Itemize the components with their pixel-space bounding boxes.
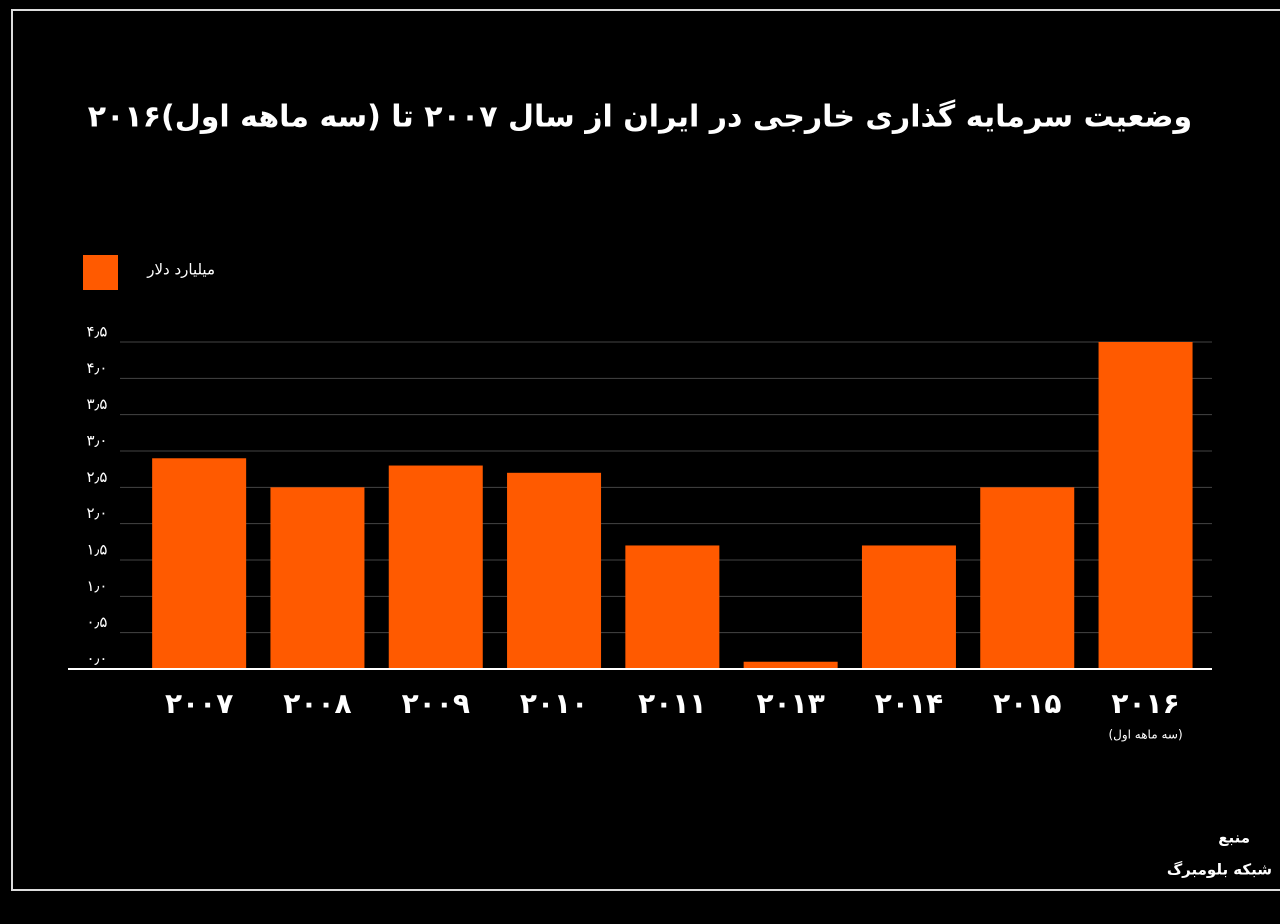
bar (1098, 342, 1193, 669)
x-tick-label: ۲۰۱۴ (875, 687, 943, 720)
x-tick-label: ۲۰۱۱ (638, 687, 706, 720)
x-tick-label: ۲۰۱۶ (1111, 687, 1179, 720)
y-tick-label: ۳٫۵ (87, 395, 108, 413)
bar (743, 661, 838, 669)
bar (980, 487, 1075, 669)
y-tick-label: ۰٫۰ (87, 650, 108, 668)
x-tick-label: ۲۰۰۹ (402, 687, 470, 720)
x-tick-label: ۲۰۱۰ (520, 687, 588, 720)
y-tick-label: ۱٫۰ (87, 577, 108, 595)
bar (625, 545, 720, 669)
x-tick-label: ۲۰۰۷ (165, 687, 233, 720)
y-tick-label: ۲٫۵ (87, 468, 108, 486)
bar (270, 487, 365, 669)
source-name: شبکه بلومبرگ (1167, 861, 1272, 879)
x-tick-label: ۲۰۰۸ (283, 687, 351, 720)
x-tick-label: ۲۰۱۳ (756, 687, 824, 720)
y-tick-label: ۲٫۰ (87, 504, 108, 522)
x-tick-label: ۲۰۱۵ (993, 687, 1061, 720)
bar (861, 545, 956, 669)
legend-swatch (83, 255, 118, 290)
bar (152, 458, 247, 669)
source-label: منبع (1218, 829, 1250, 847)
chart-title: وضعیت سرمایه گذاری خارجی در ایران از سال… (88, 99, 1192, 135)
y-tick-label: ۰٫۵ (87, 613, 108, 631)
y-tick-label: ۳٫۰ (87, 432, 108, 450)
category-note: (سه ماهه اول) (1108, 728, 1182, 743)
y-tick-label: ۱٫۵ (87, 541, 108, 559)
y-tick-label: ۴٫۵ (87, 323, 108, 341)
legend-label: میلیارد دلار (146, 261, 215, 279)
frame (11, 9, 1280, 891)
y-tick-label: ۴٫۰ (87, 359, 108, 377)
bar (507, 472, 602, 669)
bar (388, 465, 483, 669)
